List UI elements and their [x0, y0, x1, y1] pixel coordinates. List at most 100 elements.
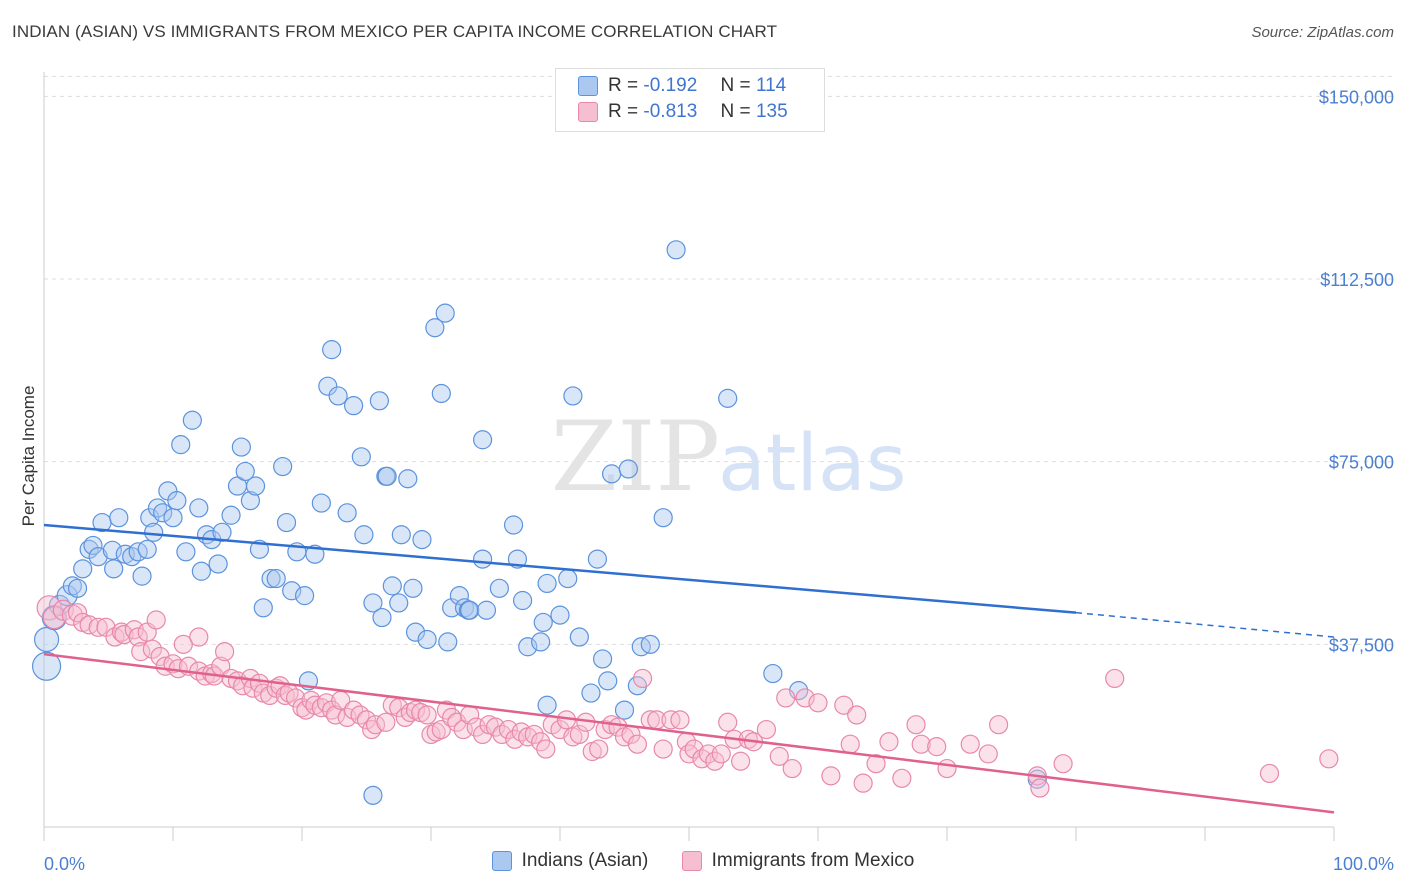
- indians-point: [598, 671, 618, 691]
- mexico-point: [730, 751, 751, 771]
- indians-point: [592, 649, 613, 669]
- indians-point: [305, 544, 325, 564]
- indians-point: [208, 554, 228, 574]
- mexico-point: [1053, 754, 1073, 774]
- indians-point: [73, 559, 93, 579]
- indians-point: [476, 600, 497, 620]
- indians-point: [581, 683, 601, 703]
- mexico-point: [67, 603, 88, 623]
- legend-n-label: N =: [720, 75, 751, 96]
- indians-point: [587, 549, 608, 569]
- indians-point: [425, 318, 445, 338]
- indians-point: [563, 386, 583, 406]
- indians-point: [405, 622, 426, 642]
- indians-point: [718, 388, 738, 408]
- indians-point: [104, 559, 124, 579]
- mexico-point: [906, 715, 926, 735]
- mexico-point: [1319, 749, 1339, 769]
- mexico-point: [426, 722, 446, 742]
- indians-point: [137, 539, 157, 559]
- indians-point: [221, 505, 241, 525]
- mexico-point: [421, 724, 441, 745]
- mexico-point: [853, 773, 873, 793]
- indians-point: [31, 651, 62, 681]
- indians-point: [438, 632, 458, 652]
- indians-point: [351, 447, 371, 467]
- mexico-point: [285, 688, 306, 708]
- chart-title: INDIAN (ASIAN) VS IMMIGRANTS FROM MEXICO…: [12, 22, 778, 41]
- indians-point: [403, 578, 423, 598]
- mexico-point: [927, 737, 947, 757]
- mexico-point: [718, 712, 738, 732]
- mexico-point: [114, 624, 134, 645]
- legend-item-indians[interactable]: Indians (Asian): [491, 850, 648, 872]
- indians-point: [473, 549, 493, 569]
- indians-point: [266, 568, 286, 589]
- mexico-point: [1030, 778, 1050, 798]
- indians-point: [163, 508, 183, 528]
- indians-point: [273, 456, 293, 477]
- indians-point: [618, 459, 638, 479]
- legend-r-label: R =: [608, 75, 639, 96]
- indians-point: [391, 525, 411, 545]
- mexico-point: [142, 639, 162, 659]
- indians-point: [144, 522, 164, 542]
- trend-line-indians-extension: [1075, 611, 1335, 638]
- indians-point: [318, 376, 338, 396]
- series-legend: Indians (Asian) Immigrants from Mexico: [0, 850, 1406, 872]
- indians-point: [363, 785, 383, 805]
- mexico-point: [405, 700, 426, 720]
- legend-item-mexico[interactable]: Immigrants from Mexico: [681, 850, 914, 872]
- indians-point: [666, 240, 686, 260]
- mexico-point: [189, 627, 209, 647]
- mexico-point: [173, 634, 193, 654]
- indians-point: [389, 593, 409, 613]
- indians-point: [372, 607, 392, 628]
- y-tick-label: $112,500: [1320, 270, 1394, 290]
- trend-line-mexico: [43, 652, 1335, 814]
- mexico-point: [400, 702, 420, 723]
- mexico-point: [131, 642, 151, 662]
- mexico-point: [431, 719, 451, 740]
- indians-point: [363, 593, 383, 613]
- indians-point: [167, 491, 187, 511]
- indians-point: [558, 568, 578, 589]
- mexico-point: [705, 751, 725, 771]
- indians-point: [533, 612, 553, 633]
- indians-point: [354, 525, 374, 545]
- mexico-point: [627, 734, 648, 754]
- mexico-point: [417, 705, 437, 725]
- legend-swatch-blue: [578, 75, 598, 96]
- indians-point: [88, 547, 108, 567]
- mexico-point: [769, 746, 789, 766]
- y-tick-label: $37,500: [1329, 635, 1394, 655]
- legend-swatch-blue: [491, 850, 512, 871]
- indians-point: [33, 626, 60, 653]
- indians-point: [503, 515, 524, 535]
- indians-point: [473, 430, 493, 450]
- indians-point: [417, 629, 437, 650]
- mexico-point: [632, 668, 653, 689]
- y-tick-label: $75,000: [1329, 453, 1394, 473]
- mexico-point: [937, 758, 957, 779]
- indians-point: [653, 508, 673, 528]
- mexico-point: [260, 685, 280, 706]
- x-tick-label-min: 0.0%: [44, 854, 85, 874]
- indians-point: [322, 340, 342, 360]
- indians-point: [435, 303, 455, 323]
- watermark-zip: ZIP: [551, 401, 720, 513]
- indians-point: [601, 464, 622, 484]
- y-tick-labels: $37,500 $75,000 $112,500 $150,000: [1319, 87, 1394, 655]
- indians-point: [235, 461, 255, 482]
- indians-point: [328, 386, 348, 406]
- series-indians-asian: [31, 240, 1047, 805]
- indians-point: [398, 469, 418, 489]
- legend-n-value-mexico: 135: [755, 101, 788, 122]
- indians-point: [344, 396, 364, 416]
- indians-point: [431, 383, 451, 404]
- indians-point: [182, 410, 202, 430]
- mexico-point: [128, 627, 148, 647]
- mexico-point: [1105, 668, 1125, 689]
- indians-point: [537, 695, 557, 715]
